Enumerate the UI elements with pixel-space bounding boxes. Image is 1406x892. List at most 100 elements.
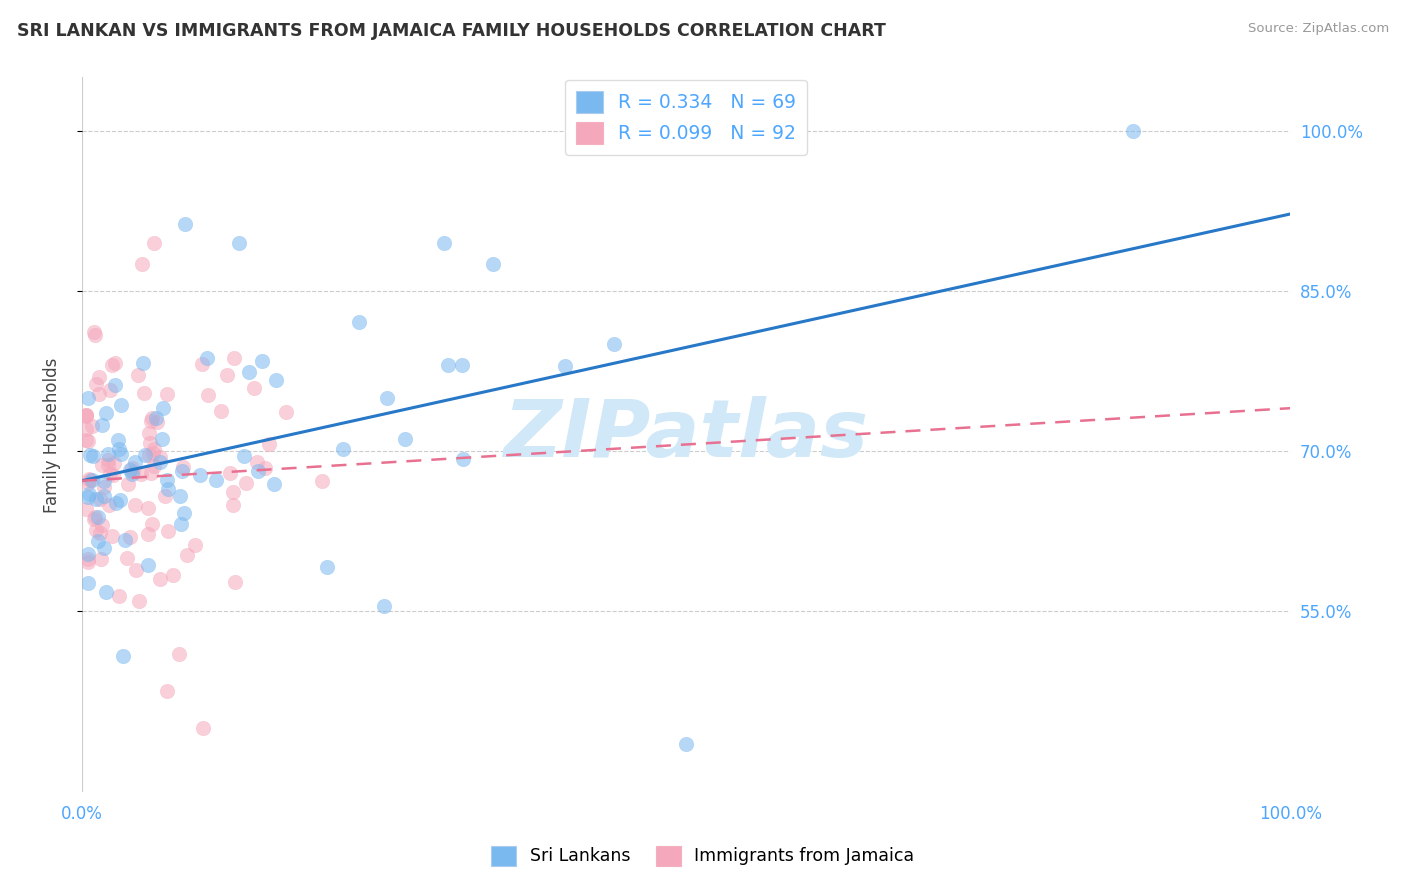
Point	[145, 410, 167, 425]
Point	[82, 450, 104, 464]
Point	[149, 450, 172, 465]
Point	[233, 450, 256, 464]
Point	[170, 464, 193, 478]
Point	[143, 235, 166, 250]
Point	[75, 422, 97, 436]
Point	[228, 235, 250, 250]
Text: Source: ZipAtlas.com: Source: ZipAtlas.com	[1249, 22, 1389, 36]
Point	[93, 474, 115, 488]
Point	[104, 356, 127, 370]
Point	[110, 398, 132, 412]
Point	[114, 533, 136, 548]
Point	[105, 496, 128, 510]
Point	[108, 493, 131, 508]
Point	[191, 721, 214, 735]
Point	[152, 401, 174, 415]
Point	[138, 448, 160, 462]
Point	[108, 589, 131, 603]
Point	[250, 353, 273, 368]
Point	[121, 460, 143, 475]
Point	[433, 235, 456, 250]
Point	[80, 419, 103, 434]
Point	[87, 510, 110, 524]
Point	[437, 358, 460, 372]
Point	[80, 473, 103, 487]
Point	[276, 405, 298, 419]
Point	[191, 358, 214, 372]
Point	[101, 358, 124, 372]
Point	[451, 451, 474, 466]
Point	[141, 517, 163, 532]
Point	[87, 533, 110, 548]
Point	[83, 512, 105, 526]
Point	[149, 572, 172, 586]
Point	[215, 368, 238, 383]
Point	[89, 492, 111, 507]
Point	[142, 458, 165, 473]
Point	[222, 351, 245, 365]
Point	[138, 425, 160, 440]
Point	[332, 442, 354, 456]
Point	[103, 456, 125, 470]
Point	[79, 448, 101, 462]
Point	[89, 525, 111, 540]
Point	[394, 432, 416, 446]
Text: ZIPatlas: ZIPatlas	[503, 396, 869, 474]
Point	[150, 432, 173, 446]
Point	[84, 523, 107, 537]
Point	[143, 442, 166, 456]
Point	[86, 377, 108, 392]
Point	[93, 489, 115, 503]
Point	[75, 409, 97, 423]
Point	[101, 468, 124, 483]
Point	[169, 489, 191, 503]
Point	[77, 472, 100, 486]
Point	[77, 487, 100, 501]
Point	[118, 463, 141, 477]
Point	[176, 548, 198, 562]
Point	[222, 485, 245, 500]
Point	[128, 593, 150, 607]
Point	[83, 325, 105, 339]
Point	[77, 475, 100, 490]
Point	[91, 417, 114, 432]
Point	[311, 474, 333, 488]
Point	[162, 568, 184, 582]
Point	[602, 337, 624, 351]
Point	[131, 257, 153, 271]
Point	[132, 356, 155, 370]
Point	[315, 560, 337, 574]
Point	[481, 257, 503, 271]
Point	[124, 498, 146, 512]
Point	[170, 517, 193, 532]
Point	[115, 551, 138, 566]
Point	[97, 452, 120, 467]
Point	[222, 498, 245, 512]
Point	[110, 447, 132, 461]
Point	[156, 524, 179, 538]
Point	[98, 383, 121, 397]
Point	[1122, 124, 1144, 138]
Point	[118, 530, 141, 544]
Point	[173, 506, 195, 520]
Text: SRI LANKAN VS IMMIGRANTS FROM JAMAICA FAMILY HOUSEHOLDS CORRELATION CHART: SRI LANKAN VS IMMIGRANTS FROM JAMAICA FA…	[17, 22, 886, 40]
Point	[111, 648, 134, 663]
Point	[97, 458, 120, 472]
Point	[167, 647, 190, 661]
Point	[141, 411, 163, 425]
Point	[79, 473, 101, 487]
Point	[90, 458, 112, 472]
Point	[136, 558, 159, 572]
Point	[246, 455, 269, 469]
Point	[138, 501, 160, 516]
Point	[108, 442, 131, 456]
Point	[264, 373, 287, 387]
Point	[188, 467, 211, 482]
Point	[156, 473, 179, 487]
Point	[93, 480, 115, 494]
Point	[83, 510, 105, 524]
Point	[142, 446, 165, 460]
Point	[77, 391, 100, 405]
Point	[122, 465, 145, 479]
Point	[139, 435, 162, 450]
